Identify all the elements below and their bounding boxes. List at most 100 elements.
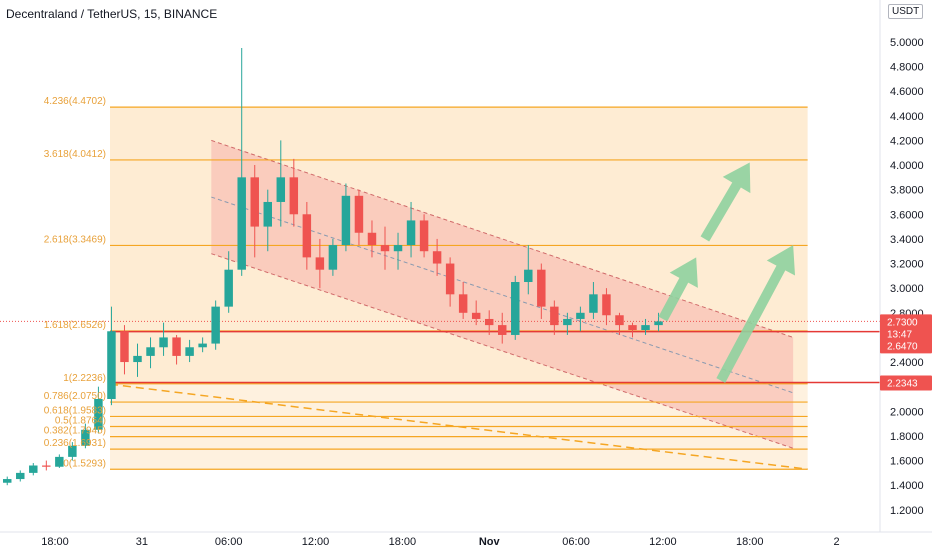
fib-level-label: 0(1.5293) <box>63 458 106 469</box>
candles-layer <box>3 48 663 486</box>
candle-body <box>471 312 481 319</box>
candle-body <box>224 269 233 307</box>
fib-level-label: 0.618(1.9583) <box>44 405 106 416</box>
candle-body <box>42 465 51 467</box>
candle-body <box>172 337 181 356</box>
candle-body <box>380 245 390 252</box>
fib-level-label: 4.236(4.4702) <box>44 96 106 107</box>
candle-body <box>328 245 338 270</box>
candle-body <box>393 245 403 252</box>
candle-body <box>146 347 155 356</box>
fib-level-label: 0.786(2.0750) <box>44 391 106 402</box>
candle-body <box>3 479 12 483</box>
candle-body <box>445 263 455 295</box>
chart-title: Decentraland / TetherUS, 15, BINANCE <box>6 7 218 21</box>
price-tick-label: 4.0000 <box>890 160 924 172</box>
candle-body <box>602 294 611 316</box>
candle-body <box>289 177 299 215</box>
candle-body <box>458 294 468 313</box>
candle-body <box>29 465 38 473</box>
candle-body <box>276 177 286 202</box>
candle-body <box>537 269 546 307</box>
time-axis[interactable]: 18:00 31 06:00 12:00 18:00 Nov 06:00 12:00 18:00… <box>0 531 932 548</box>
currency-unit-badge[interactable]: USDT <box>888 4 924 19</box>
candle-body <box>484 318 494 326</box>
time-tick-label: 06:00 <box>215 536 243 548</box>
price-tick-label: 5.0000 <box>890 37 924 49</box>
candle-body <box>432 251 442 264</box>
time-tick-label: 18:00 <box>736 536 764 548</box>
candle-body <box>628 325 637 331</box>
price-tick-label: 4.8000 <box>890 62 924 74</box>
forecast-arrow <box>716 245 796 383</box>
price-tag-text: 13:47 <box>887 329 912 340</box>
fib-zone <box>110 426 808 437</box>
fib-zone <box>110 416 808 427</box>
forecast-arrow <box>700 162 751 242</box>
candle-body <box>419 220 429 252</box>
price-tick-label: 1.2000 <box>890 505 924 517</box>
fib-level-label: 2.618(3.3469) <box>44 234 106 245</box>
time-tick-label: 18:00 <box>389 536 417 548</box>
candle-body <box>211 306 220 344</box>
price-tick-label: 4.4000 <box>890 111 924 123</box>
price-tick-label: 3.6000 <box>890 209 924 221</box>
price-tick-label: 3.4000 <box>890 234 924 246</box>
candle-body <box>367 232 377 246</box>
candle-body <box>250 177 259 227</box>
time-tick-label: 12:00 <box>302 536 330 548</box>
candle-body <box>198 343 207 348</box>
candle-body <box>498 325 507 335</box>
price-tick-label: 3.2000 <box>890 259 924 271</box>
candle-body <box>341 195 351 246</box>
candle-body <box>589 294 598 313</box>
price-tick-label: 3.0000 <box>890 283 924 295</box>
candle-body <box>511 282 520 335</box>
candle-body <box>354 195 364 233</box>
fib-level-label: 1.618(2.6526) <box>44 320 106 331</box>
time-tick-label: 2 <box>834 536 840 548</box>
time-tick-label: 06:00 <box>562 536 590 548</box>
candle-body <box>263 201 272 227</box>
candle-body <box>550 306 559 326</box>
time-tick-label: 18:00 <box>41 536 69 548</box>
fib-level-label: 0.236(1.6931) <box>44 438 106 449</box>
candle-body <box>315 257 325 270</box>
price-tick-label: 4.2000 <box>890 135 924 147</box>
candle-body <box>524 269 533 283</box>
fib-labels-layer: 4.236(4.4702) 3.618(4.0412) 2.618(3.3469) 1… <box>44 96 106 469</box>
price-tick-label: 3.8000 <box>890 185 924 197</box>
price-tag-bg <box>880 375 932 391</box>
price-axis[interactable]: 1.20001.40001.60001.80002.00002.20002.40… <box>879 0 932 550</box>
candle-body <box>107 331 116 399</box>
fib-zone <box>110 436 808 450</box>
price-axis-bg <box>880 0 932 550</box>
fib-level-label: 0.5(1.8764) <box>55 416 106 427</box>
channel-upper-line <box>211 139 794 338</box>
fib-level-label: 3.618(4.0412) <box>44 149 106 160</box>
candle-body <box>641 325 650 331</box>
price-tag-text: 2.6470 <box>887 341 918 352</box>
forecast-arrow <box>658 257 698 322</box>
price-tick-label: 1.4000 <box>890 480 924 492</box>
time-tick-label: 31 <box>136 536 148 548</box>
candle-body <box>237 177 246 270</box>
price-tag-text: 2.7300 <box>887 317 918 328</box>
candle-body <box>406 220 416 246</box>
fib-zone <box>110 449 808 470</box>
candle-body <box>55 456 64 467</box>
candle-body <box>576 312 585 319</box>
candle-body <box>159 337 168 348</box>
price-tick-label: 1.6000 <box>890 456 924 468</box>
candle-body <box>302 214 312 258</box>
candle-body <box>563 318 572 326</box>
price-tick-label: 4.6000 <box>890 86 924 98</box>
fib-level-label: 0.382(1.7945) <box>44 426 106 437</box>
price-tag-text: 2.2343 <box>887 378 918 389</box>
candle-body <box>185 347 194 356</box>
candle-body <box>120 331 129 363</box>
price-tick-label: 1.8000 <box>890 431 924 443</box>
time-tick-label: Nov <box>479 536 501 548</box>
